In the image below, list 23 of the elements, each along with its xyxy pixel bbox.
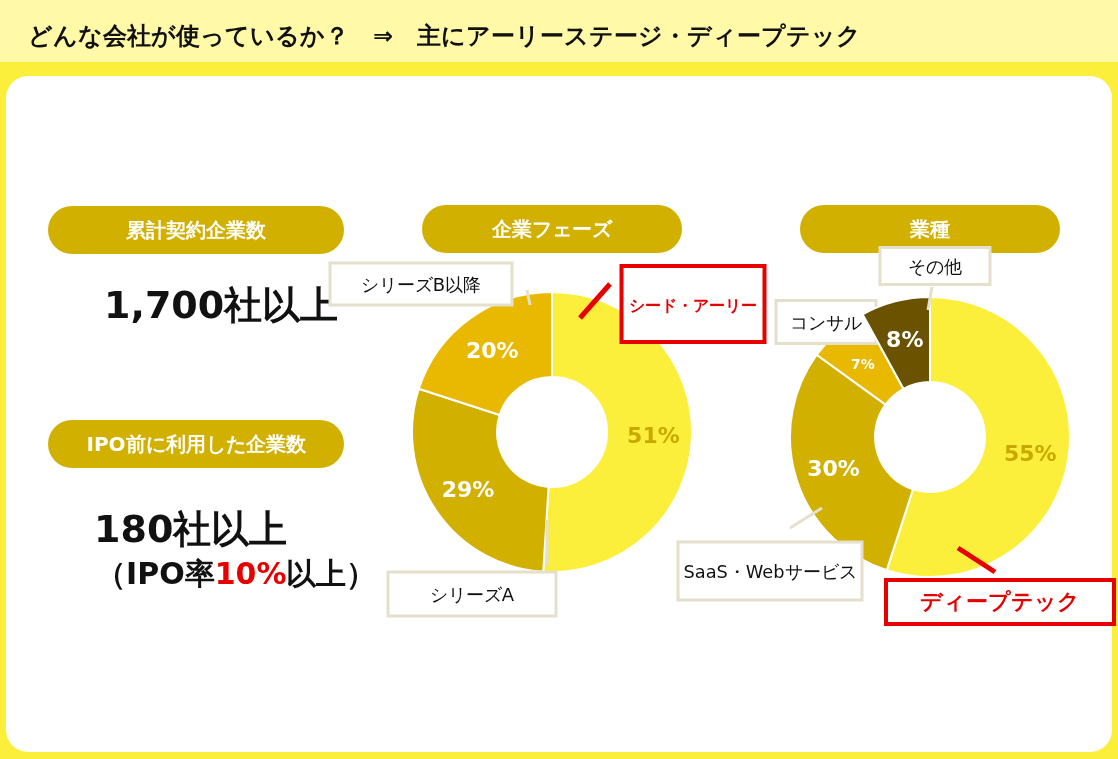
data-label: 55% [1003, 440, 1057, 466]
slice-label: SaaS・Webサービス [683, 562, 857, 582]
data-label: 7% [850, 355, 875, 372]
slice-label: ディープテック [920, 589, 1080, 614]
text: 累計契約企業数 [125, 218, 267, 242]
data-label: 51% [627, 423, 680, 449]
text: IPO前に利用した企業数 [86, 432, 307, 456]
slice-label: シリーズB以降 [360, 274, 482, 295]
text: 180社以上 [94, 507, 288, 551]
chart-title: 企業フェーズ [491, 217, 613, 241]
text: （IPO率 [96, 556, 215, 591]
slice-label: コンサル [790, 312, 862, 333]
slice-label: シード・アーリー [629, 296, 757, 315]
text: どんな会社が使っているか？ ⇒ 主にアーリーステージ・ディープテック [28, 22, 862, 50]
slice-label: その他 [908, 256, 962, 277]
text: 10% [214, 556, 287, 591]
text: 以上） [286, 556, 377, 591]
data-label: 29% [441, 477, 495, 503]
slice-label: シリーズA [429, 584, 515, 605]
data-label: 20% [466, 337, 519, 363]
data-label: 8% [886, 326, 924, 352]
data-label: 30% [807, 456, 860, 482]
chart-title: 業種 [909, 217, 950, 241]
